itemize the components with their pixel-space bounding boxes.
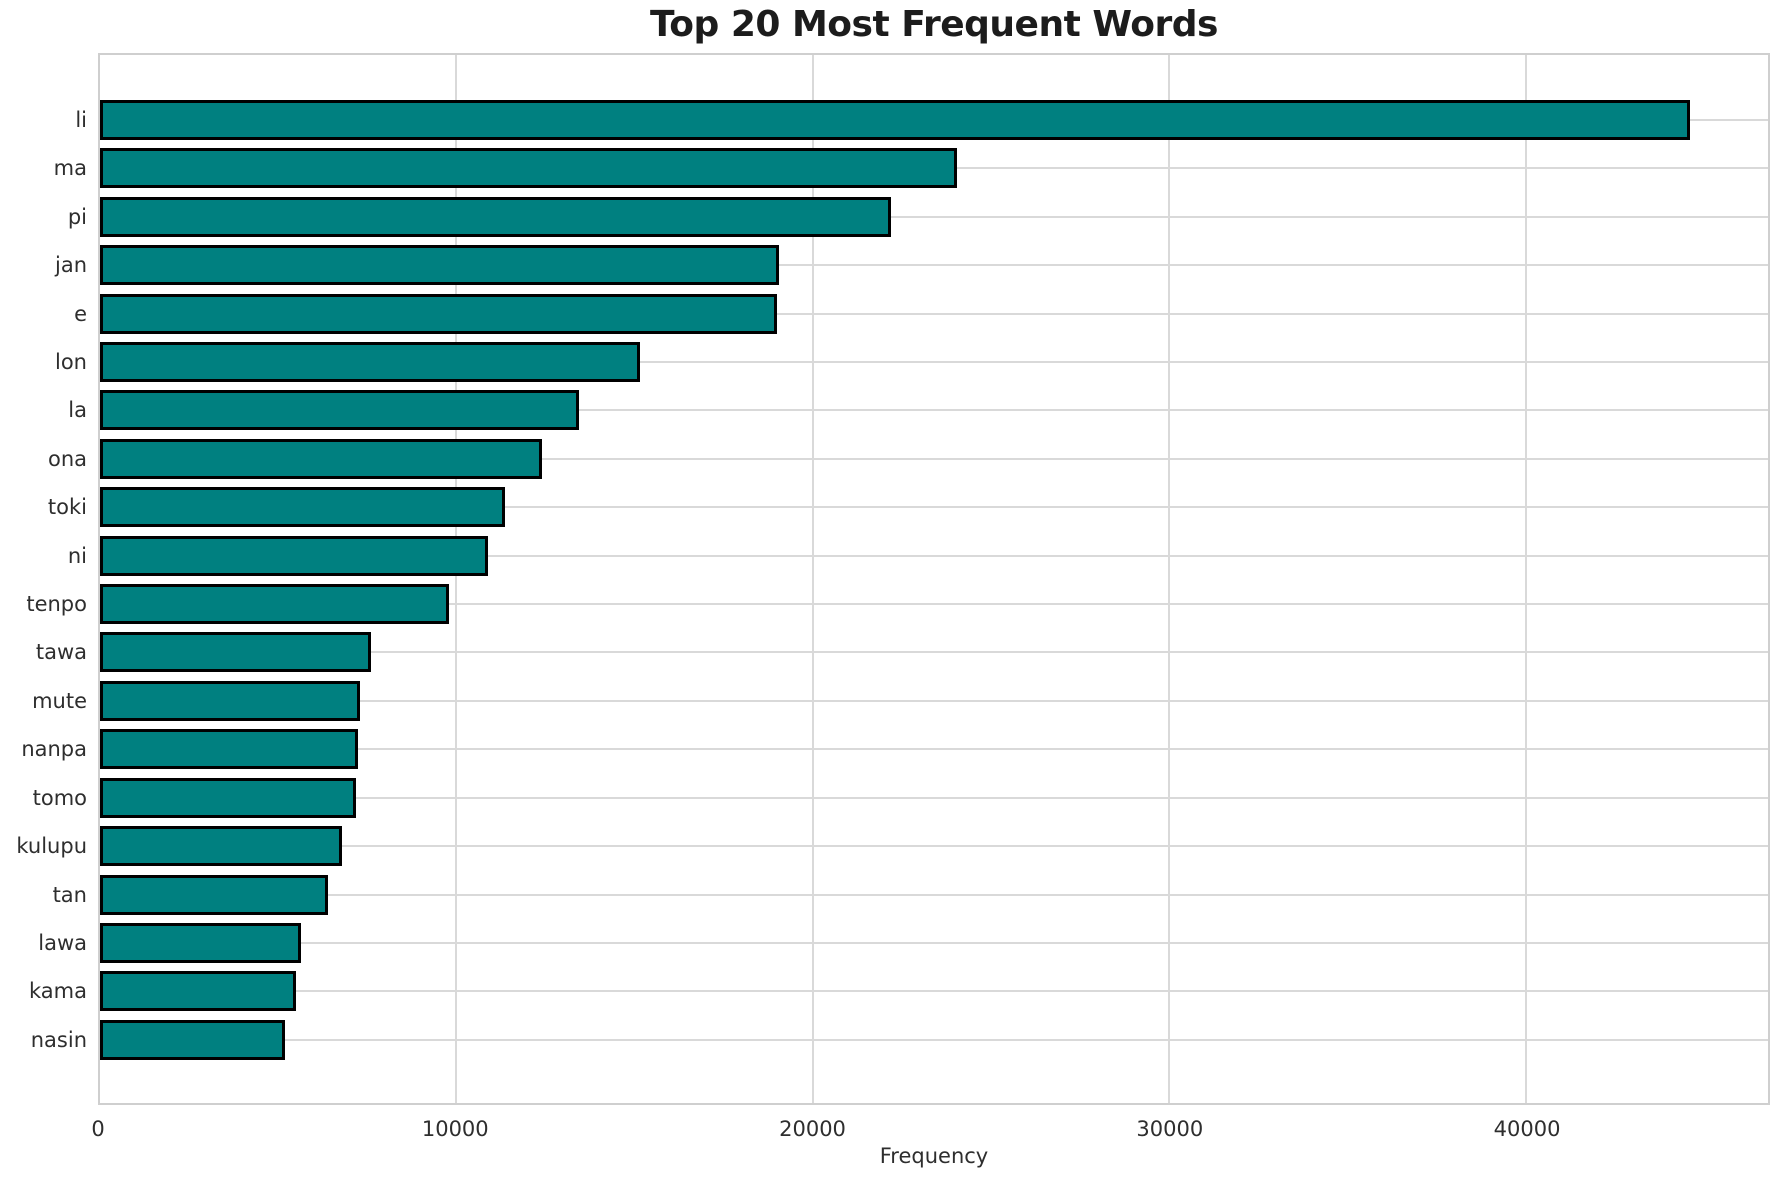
bar-row: kulupu — [16, 826, 1768, 867]
bar — [100, 487, 505, 528]
bar-row: tenpo — [26, 584, 1768, 625]
gridline-horizontal — [100, 312, 1768, 315]
x-tick-label: 0 — [91, 1117, 105, 1141]
bar-row: mute — [32, 680, 1768, 721]
bars-container: li ma pi jan e lon la ona toki ni tenpo tawa mute nan… — [16, 55, 1768, 1103]
bar-row: ma — [54, 148, 1768, 189]
bar — [100, 729, 358, 770]
bar-row: nanpa — [21, 729, 1768, 770]
gridline-vertical — [1524, 55, 1527, 1103]
bar — [100, 922, 301, 963]
bar-row: la — [68, 390, 1768, 431]
y-tick-label: nasin — [30, 1027, 87, 1052]
y-tick-label: ona — [47, 446, 87, 471]
gridline-vertical — [455, 55, 458, 1103]
gridline-vertical — [1168, 55, 1171, 1103]
y-tick-label: e — [74, 301, 87, 326]
chart-title: Top 20 Most Frequent Words — [650, 4, 1218, 45]
bar — [100, 100, 1690, 140]
x-tick-label: 10000 — [421, 1117, 489, 1141]
y-tick-label: kama — [29, 979, 87, 1004]
gridline-horizontal — [100, 748, 1768, 751]
gridline-horizontal — [100, 506, 1768, 509]
gridline-horizontal — [100, 215, 1768, 218]
y-tick-label: tan — [52, 882, 87, 907]
y-tick-label: lon — [55, 350, 87, 375]
bar — [100, 196, 892, 237]
x-tick-label: 30000 — [1136, 1117, 1204, 1141]
x-axis-label: Frequency — [879, 1144, 989, 1168]
y-tick-label: li — [75, 108, 87, 132]
gridline-horizontal — [100, 603, 1768, 606]
gridline-horizontal — [100, 457, 1768, 460]
bar-row: ona — [48, 438, 1768, 479]
bar — [100, 1019, 285, 1060]
gridline-horizontal — [100, 409, 1768, 412]
y-tick-label: tawa — [35, 640, 87, 665]
bar — [100, 148, 958, 189]
y-tick-label: ni — [67, 543, 87, 568]
y-tick-label: kulupu — [16, 834, 87, 859]
bar-row: li — [75, 100, 1768, 140]
gridline-horizontal — [100, 699, 1768, 702]
gridline-horizontal — [100, 941, 1768, 944]
bar — [100, 826, 342, 867]
bar — [100, 245, 779, 286]
y-tick-label: tomo — [32, 785, 87, 810]
gridline-horizontal — [100, 264, 1768, 267]
y-tick-label: pi — [67, 204, 87, 229]
bar-row: kama — [29, 971, 1768, 1012]
y-tick-label: lawa — [38, 930, 87, 955]
y-tick-label: mute — [32, 688, 87, 713]
gridline-horizontal — [100, 651, 1768, 654]
y-tick-label: nanpa — [21, 737, 87, 762]
gridline-horizontal — [100, 361, 1768, 364]
bar — [100, 777, 356, 818]
bar — [100, 293, 778, 334]
bar-row: tan — [53, 874, 1768, 915]
gridline-horizontal — [100, 893, 1768, 896]
y-tick-label: toki — [47, 495, 87, 520]
x-tick-label: 40000 — [1493, 1117, 1561, 1141]
bar — [100, 390, 580, 431]
bar-row: e — [74, 293, 1768, 334]
gridline-horizontal — [100, 1038, 1768, 1041]
bar-row: tomo — [33, 777, 1768, 818]
bar — [100, 971, 296, 1012]
bar-row: lawa — [38, 922, 1768, 963]
bar — [100, 342, 640, 383]
y-tick-label: ma — [53, 156, 87, 181]
bar — [100, 584, 450, 625]
x-axis-ticks: 0 10000 20000 30000 40000 — [91, 1117, 1770, 1145]
bar — [100, 535, 489, 576]
gridline-horizontal — [100, 796, 1768, 799]
bar-row: jan — [55, 245, 1768, 286]
bar — [100, 874, 328, 915]
bar-row: nasin — [31, 1019, 1768, 1060]
bar — [100, 438, 542, 479]
bar-row: ni — [68, 535, 1768, 576]
x-tick-label: 20000 — [779, 1117, 846, 1141]
bar — [100, 632, 371, 673]
bar-row: toki — [48, 487, 1768, 528]
plot-area: li ma pi jan e lon la ona toki ni tenpo tawa mute nan… — [16, 53, 1770, 1105]
bar-row: lon — [55, 342, 1768, 383]
gridline-vertical — [811, 55, 814, 1103]
bar — [100, 680, 361, 721]
gridline-horizontal — [100, 990, 1768, 993]
y-tick-label: tenpo — [26, 592, 87, 617]
gridline-horizontal — [100, 845, 1768, 848]
y-tick-label: la — [68, 398, 87, 423]
bar-row: tawa — [36, 632, 1768, 673]
y-tick-label: jan — [54, 253, 87, 278]
gridline-horizontal — [100, 554, 1768, 557]
bar-row: pi — [68, 196, 1768, 237]
